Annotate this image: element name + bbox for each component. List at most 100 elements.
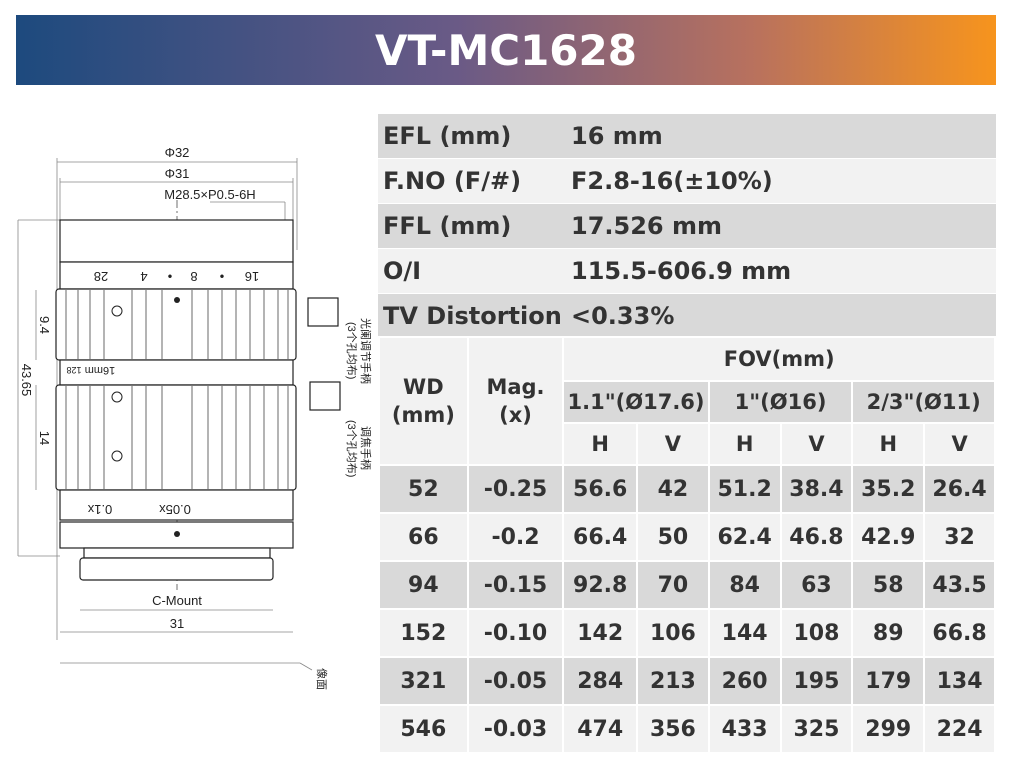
table-cell: 299: [851, 704, 926, 754]
aperture-mark: 28: [94, 269, 108, 284]
spec-value: <0.33%: [571, 302, 675, 330]
table-cell: 474: [562, 704, 639, 754]
table-cell: 62.4: [707, 512, 782, 562]
dim-outer-diameter: Φ32: [165, 145, 190, 160]
focal-mark: 16mm: [85, 364, 116, 376]
hv-header: V: [923, 422, 996, 466]
aperture-mark: •: [167, 269, 172, 284]
table-cell: 325: [779, 704, 854, 754]
spec-row-efl: EFL (mm) 16 mm: [378, 114, 996, 159]
spec-label: TV Distortion: [383, 302, 562, 330]
table-cell: 284: [562, 656, 639, 706]
hv-header: H: [707, 422, 782, 466]
table-cell: 94: [378, 560, 469, 610]
table-cell: 38.4: [779, 464, 854, 514]
hv-header: H: [851, 422, 926, 466]
table-cell: 179: [851, 656, 926, 706]
table-cell: -0.10: [466, 608, 565, 658]
aperture-mark: 8: [190, 269, 197, 284]
table-row: 546 -0.03 474 356 433 325 299 224: [378, 704, 996, 754]
spec-label: EFL (mm): [383, 122, 512, 150]
table-cell: -0.2: [466, 512, 565, 562]
spec-value: 115.5-606.9 mm: [571, 257, 792, 285]
sensor-header: 1.1"(Ø17.6): [562, 380, 710, 424]
spec-value: 16 mm: [571, 122, 663, 150]
image-plane-label: 像面: [315, 668, 328, 690]
table-cell: 134: [923, 656, 996, 706]
focal-small-mark: 128: [66, 365, 81, 375]
dim-inner-diameter: Φ31: [165, 166, 190, 181]
wd-header: WD (mm): [378, 336, 469, 466]
aperture-mark: 4: [140, 269, 147, 284]
sensor-header: 2/3"(Ø11): [851, 380, 996, 424]
table-cell: -0.25: [466, 464, 565, 514]
product-title: VT-MC1628: [375, 25, 637, 75]
iris-handle-label: 光阑调节手柄: [359, 318, 373, 384]
spec-row-ffl: FFL (mm) 17.526 mm: [378, 204, 996, 249]
dim-9-4: 9.4: [37, 316, 52, 334]
table-cell: 142: [562, 608, 639, 658]
table-cell: 50: [636, 512, 710, 562]
table-cell: 92.8: [562, 560, 639, 610]
table-cell: 51.2: [707, 464, 782, 514]
table-cell: 66.8: [923, 608, 996, 658]
table-cell: 108: [779, 608, 854, 658]
aperture-mark: •: [219, 269, 224, 284]
spec-row-oi: O/I 115.5-606.9 mm: [378, 249, 996, 294]
table-cell: 26.4: [923, 464, 996, 514]
table-cell: 321: [378, 656, 469, 706]
table-cell: 35.2: [851, 464, 926, 514]
table-cell: -0.15: [466, 560, 565, 610]
table-row: 66 -0.2 66.4 50 62.4 46.8 42.9 32: [378, 512, 996, 562]
focus-handle-label: 调焦手柄: [359, 426, 373, 470]
lens-dimension-drawing: Φ32 Φ31 M28.5×P0.5-6H 16 • 8 • 4 28 0.05…: [17, 145, 373, 690]
table-cell: 152: [378, 608, 469, 658]
table-row: 321 -0.05 284 213 260 195 179 134: [378, 656, 996, 706]
spec-row-distortion: TV Distortion <0.33%: [378, 294, 996, 339]
table-cell: 84: [707, 560, 782, 610]
spec-list: EFL (mm) 16 mm F.NO (F/#) F2.8-16(±10%) FF…: [378, 114, 996, 339]
table-cell: 546: [378, 704, 469, 754]
table-cell: 356: [636, 704, 710, 754]
hv-header: V: [779, 422, 854, 466]
table-cell: 56.6: [562, 464, 639, 514]
table-cell: 43.5: [923, 560, 996, 610]
table-cell: 195: [779, 656, 854, 706]
table-cell: 52: [378, 464, 469, 514]
table-cell: 433: [707, 704, 782, 754]
table-cell: 213: [636, 656, 710, 706]
table-cell: 106: [636, 608, 710, 658]
table-cell: 42: [636, 464, 710, 514]
table-cell: 42.9: [851, 512, 926, 562]
spec-label: FFL (mm): [383, 212, 512, 240]
mount-label: C-Mount: [152, 593, 202, 608]
sensor-header: 1"(Ø16): [707, 380, 854, 424]
table-cell: 58: [851, 560, 926, 610]
hv-header: V: [636, 422, 710, 466]
table-cell: -0.05: [466, 656, 565, 706]
aperture-mark: 16: [245, 269, 259, 284]
table-cell: 66: [378, 512, 469, 562]
fov-header: FOV(mm): [562, 336, 996, 382]
spec-label: F.NO (F/#): [383, 167, 522, 195]
dim-31: 31: [170, 616, 184, 631]
table-cell: 66.4: [562, 512, 639, 562]
table-cell: 144: [707, 608, 782, 658]
title-banner: VT-MC1628: [16, 15, 996, 85]
mag-mark: 0.05x: [159, 502, 191, 517]
thread-spec: M28.5×P0.5-6H: [164, 187, 255, 202]
table-cell: 46.8: [779, 512, 854, 562]
mag-mark: 0.1x: [87, 502, 112, 517]
table-row: 52 -0.25 56.6 42 51.2 38.4 35.2 26.4: [378, 464, 996, 514]
spec-label: O/I: [383, 257, 422, 285]
table-cell: 63: [779, 560, 854, 610]
dim-43-65: 43.65: [19, 364, 34, 397]
table-row: 152 -0.10 142 106 144 108 89 66.8: [378, 608, 996, 658]
spec-value: 17.526 mm: [571, 212, 722, 240]
table-cell: 260: [707, 656, 782, 706]
focus-handle-note: (3个孔均布): [345, 420, 358, 477]
hv-header: H: [562, 422, 639, 466]
table-cell: 32: [923, 512, 996, 562]
table-cell: -0.03: [466, 704, 565, 754]
iris-handle-note: (3个孔均布): [345, 322, 358, 379]
